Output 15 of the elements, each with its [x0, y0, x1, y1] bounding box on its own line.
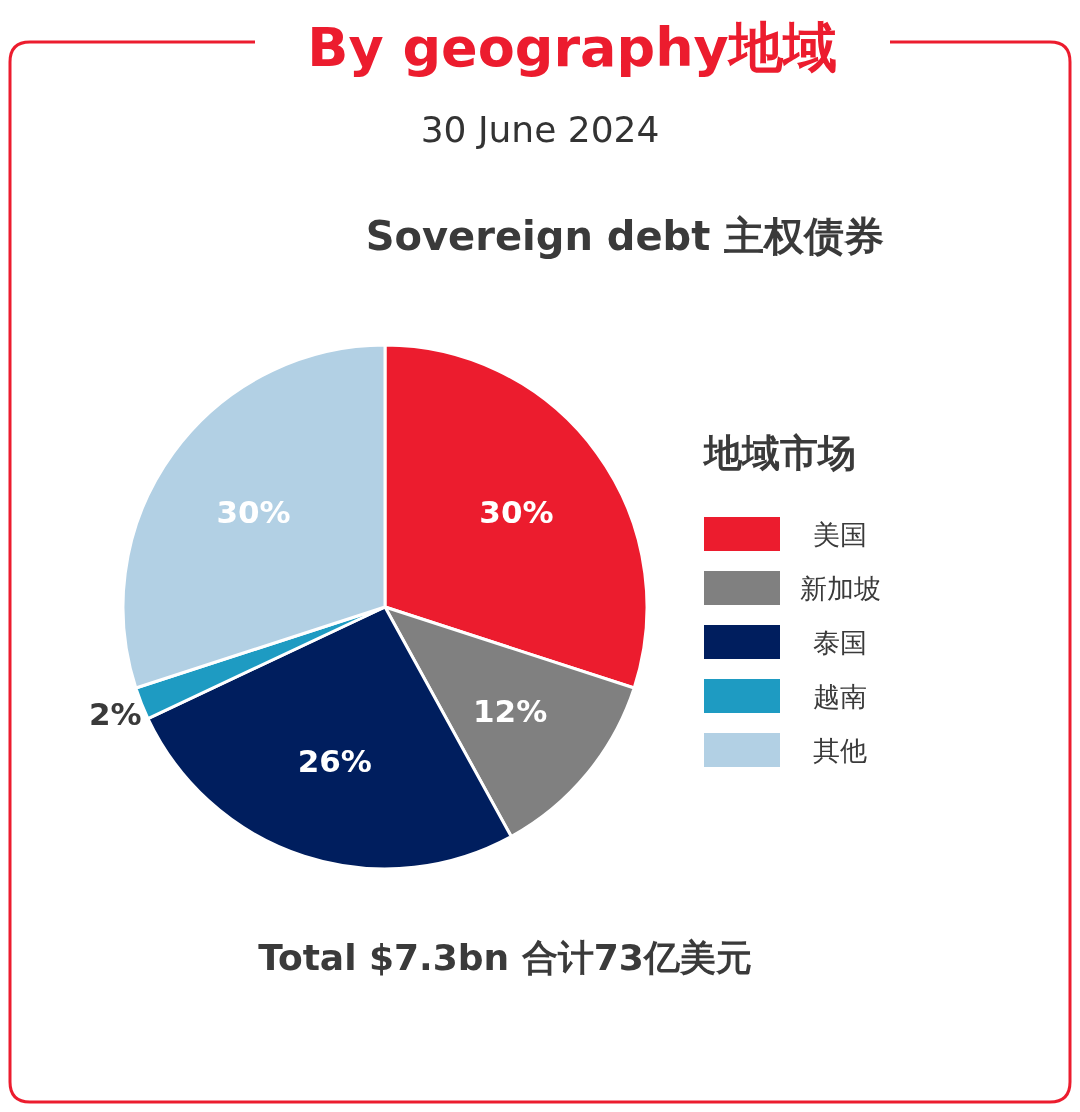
- legend-title: 地域市场: [702, 431, 856, 475]
- chart-title: By geography地域: [307, 16, 837, 79]
- data-label: 26%: [297, 743, 372, 780]
- legend-label: 新加坡: [799, 573, 881, 604]
- legend-label: 泰国: [813, 627, 867, 658]
- text: Sovereign debt 主权债券: [365, 213, 885, 259]
- data-label: 30%: [479, 493, 554, 530]
- legend-label: 美国: [813, 519, 867, 550]
- data-label: 12%: [473, 692, 548, 729]
- text: Total $7.3bn 合计73亿美元: [258, 937, 752, 978]
- data-label: 2%: [89, 695, 142, 732]
- chart-subtitle: 30 June 2024: [420, 109, 660, 150]
- legend-label: 越南: [813, 681, 867, 712]
- data-label: 30%: [216, 493, 291, 530]
- legend-label: 其他: [813, 735, 867, 766]
